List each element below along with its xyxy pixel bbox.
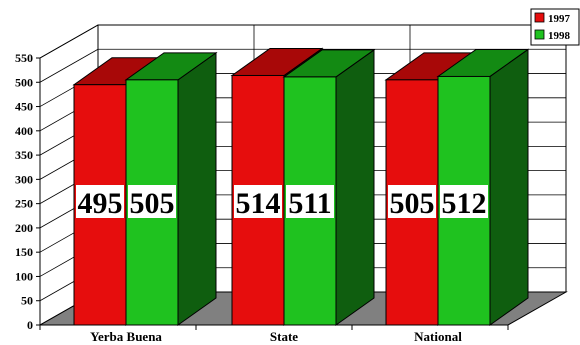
data-label-text: 514: [236, 187, 281, 220]
bar-side: [177, 51, 217, 326]
y-tick-label: 0: [27, 318, 33, 332]
y-tick-label: 50: [21, 294, 33, 308]
y-tick-label: 450: [15, 100, 33, 114]
data-label: 512: [440, 185, 488, 220]
bar-side: [489, 48, 529, 326]
legend-swatch: [534, 12, 545, 23]
x-category-label: National: [414, 329, 462, 344]
data-label: 495: [76, 185, 124, 220]
y-tick-label: 100: [15, 269, 33, 283]
x-category-label: Yerba Buena: [90, 329, 162, 344]
y-tick-label: 550: [15, 51, 33, 65]
legend-swatch: [534, 29, 545, 40]
legend: 1997 1998: [530, 8, 580, 46]
data-label: 514: [234, 185, 282, 220]
data-label: 511: [286, 185, 334, 220]
data-label-text: 512: [442, 187, 487, 220]
data-label-box: [76, 185, 124, 218]
data-label: 505: [128, 185, 176, 220]
data-label-box: [128, 185, 176, 218]
gridline-side: [39, 24, 99, 59]
x-category-label: State: [270, 329, 298, 344]
data-label-box: [286, 185, 334, 218]
legend-label: 1997: [548, 13, 571, 25]
y-tick-label: 350: [15, 148, 33, 162]
data-label-text: 505: [130, 187, 175, 220]
y-tick-label: 150: [15, 245, 33, 259]
y-tick-label: 500: [15, 75, 33, 89]
bar-side: [335, 48, 375, 326]
y-tick-label: 300: [15, 172, 33, 186]
data-label-box: [440, 185, 488, 218]
y-tick-label: 200: [15, 221, 33, 235]
y-tick-label: 250: [15, 197, 33, 211]
y-axis: 0 50 100 150 200 250 300 350 400 450 500 550: [15, 51, 41, 332]
data-label-text: 505: [390, 187, 435, 220]
data-label-box: [234, 185, 282, 218]
data-label-box: [388, 185, 436, 218]
bars: 495 505 514 511 505 512: [72, 47, 530, 326]
data-label-text: 511: [288, 187, 331, 220]
x-axis: Yerba Buena State National: [39, 324, 509, 344]
gridline-side: [39, 48, 99, 83]
legend-label: 1998: [548, 30, 571, 42]
y-tick-label: 400: [15, 124, 33, 138]
data-label-text: 495: [78, 187, 123, 220]
data-label: 505: [388, 185, 436, 220]
